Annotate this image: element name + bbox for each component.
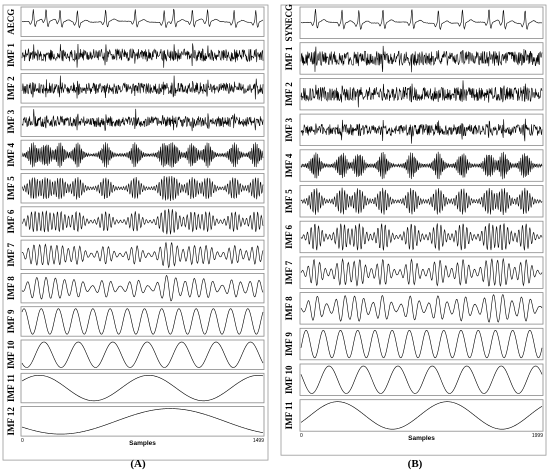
row-label-imf-7: IMF 7 xyxy=(6,242,16,266)
panel-a-letter: (A) xyxy=(130,458,146,470)
row-label-imf-2: IMF 2 xyxy=(284,82,294,106)
plot-box-imf-6 xyxy=(20,206,265,237)
series-line-imf-1 xyxy=(300,45,543,73)
series-line-imf-3 xyxy=(21,108,264,132)
series-line-imf-2 xyxy=(300,80,543,108)
series-line-imf-2 xyxy=(21,75,264,100)
row-label-imf-9: IMF 9 xyxy=(6,309,16,333)
row-label-imf-2: IMF 2 xyxy=(6,76,16,100)
panel-b: SYNECG IMF 1 IMF 2 IMF 3 IMF 4 IMF 5 IMF 6 IMF … xyxy=(280,4,547,456)
series-line-imf-10 xyxy=(21,341,264,368)
row-label-imf-11: IMF 11 xyxy=(284,401,294,429)
row-label-imf-8: IMF 8 xyxy=(6,276,16,300)
series-line-imf-11 xyxy=(300,401,543,430)
x-axis-label: Samples xyxy=(408,435,435,442)
row-label-imf-6: IMF 6 xyxy=(6,209,16,233)
series-line-imf-8 xyxy=(300,294,543,323)
x-tick-label: 1499 xyxy=(253,438,264,444)
plot-box-imf-11 xyxy=(299,399,544,432)
row-label-aecg: AECG xyxy=(6,9,16,35)
row-label-imf-3: IMF 3 xyxy=(6,109,16,133)
row-label-imf-10: IMF 10 xyxy=(284,365,294,394)
plot-box-imf-7 xyxy=(20,239,265,271)
series-line-imf-9 xyxy=(21,308,264,335)
panel-a: AECG IMF 1 IMF 2 IMF 3 IMF 4 IMF 5 IMF 6 IMF 7 I… xyxy=(2,4,269,461)
x-tick-label: 0 xyxy=(21,438,24,444)
series-line-imf-12 xyxy=(21,408,264,435)
x-tick-label: 0 xyxy=(300,433,303,439)
series-line-imf-7 xyxy=(21,241,264,269)
series-line-imf-9 xyxy=(300,329,543,359)
row-label-imf-12: IMF 12 xyxy=(6,407,16,436)
series-line-imf-1 xyxy=(21,43,264,68)
series-line-imf-7 xyxy=(300,257,543,287)
series-line-imf-6 xyxy=(300,222,543,252)
row-label-imf-9: IMF 9 xyxy=(284,332,294,356)
row-label-imf-3: IMF 3 xyxy=(284,117,294,141)
plot-box-imf-10 xyxy=(20,339,265,370)
row-label-imf-11: IMF 11 xyxy=(6,374,16,402)
plot-box-synecg xyxy=(299,6,544,39)
plot-box-imf-12 xyxy=(20,406,265,437)
series-line-imf-5 xyxy=(21,175,264,202)
row-label-synecg: SYNECG xyxy=(284,4,294,42)
series-line-imf-10 xyxy=(300,365,543,394)
x-tick-label: 1999 xyxy=(532,433,543,439)
row-label-imf-8: IMF 8 xyxy=(284,296,294,320)
panel-b-letter: (B) xyxy=(408,458,423,470)
plot-box-imf-11 xyxy=(20,372,265,404)
series-line-imf-8 xyxy=(21,275,264,302)
panel-frame xyxy=(280,4,547,456)
plot-box-imf-8 xyxy=(20,272,265,304)
series-line-imf-11 xyxy=(21,375,264,402)
series-line-aecg xyxy=(21,8,264,29)
series-line-imf-3 xyxy=(300,118,543,144)
plot-box-aecg xyxy=(20,6,265,37)
row-label-imf-1: IMF 1 xyxy=(284,46,294,70)
row-label-imf-1: IMF 1 xyxy=(6,43,16,67)
plot-box-imf-10 xyxy=(299,363,544,396)
series-line-imf-5 xyxy=(300,187,543,216)
row-label-imf-5: IMF 5 xyxy=(6,176,16,200)
row-label-imf-7: IMF 7 xyxy=(284,260,294,284)
row-label-imf-6: IMF 6 xyxy=(284,225,294,249)
series-line-imf-6 xyxy=(21,208,264,235)
row-label-imf-10: IMF 10 xyxy=(6,340,16,369)
plot-box-imf-9 xyxy=(299,327,544,361)
plot-box-imf-5 xyxy=(20,173,265,204)
row-label-imf-5: IMF 5 xyxy=(284,189,294,213)
series-line-imf-4 xyxy=(300,151,543,180)
panel-frame xyxy=(2,4,269,461)
series-line-imf-4 xyxy=(21,142,264,168)
series-line-synecg xyxy=(300,8,543,31)
row-label-imf-4: IMF 4 xyxy=(6,143,16,167)
x-axis-label: Samples xyxy=(129,440,156,447)
row-label-imf-4: IMF 4 xyxy=(284,153,294,177)
